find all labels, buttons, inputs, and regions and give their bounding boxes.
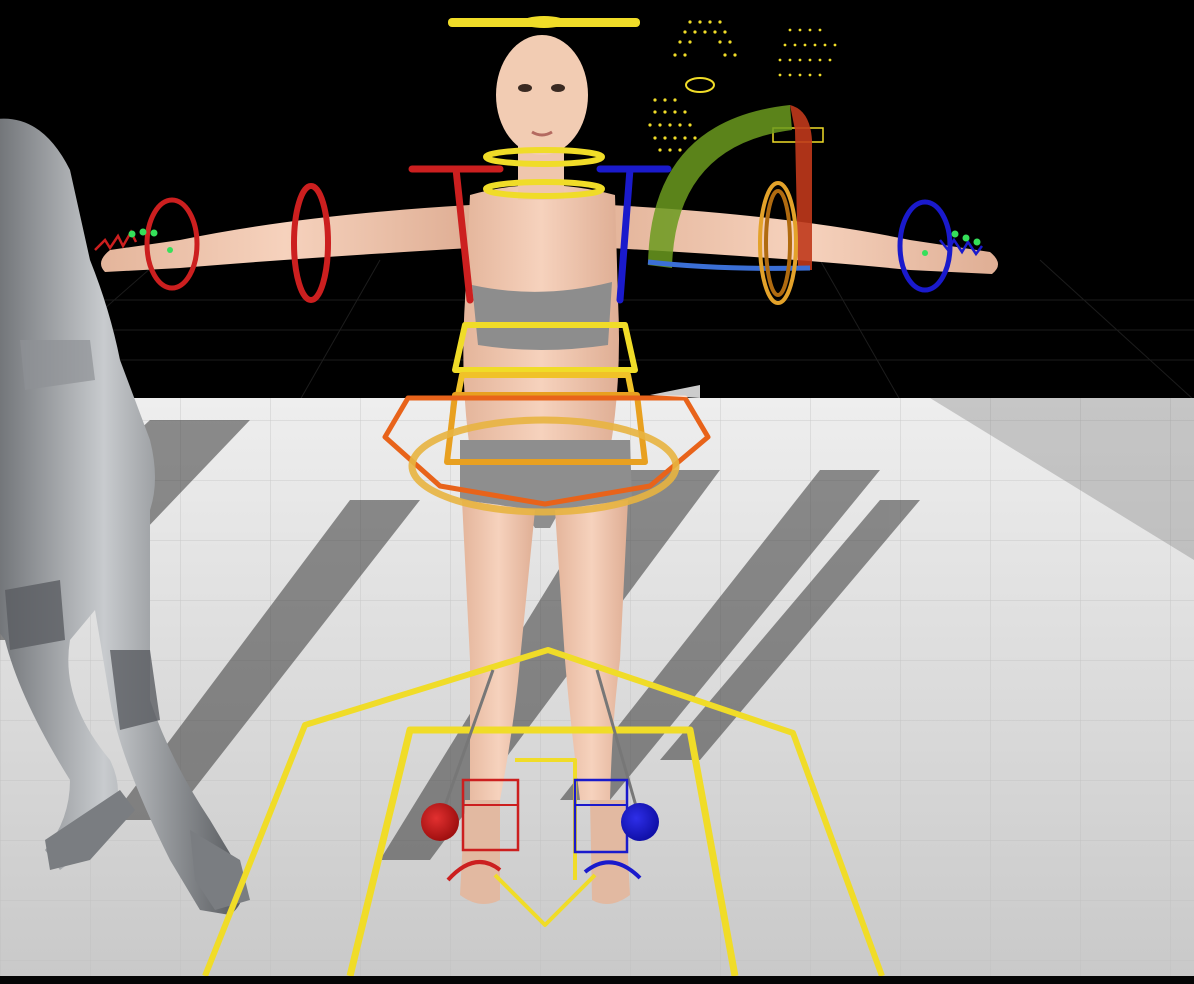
neck-control[interactable] [483, 147, 605, 199]
background-character [0, 118, 250, 915]
upperarm-left-control[interactable] [291, 183, 331, 303]
clavicle-left-control[interactable] [408, 165, 504, 304]
upperarm-right-control[interactable] [758, 181, 798, 305]
pelvis-control[interactable] [382, 395, 711, 507]
clavicle-right-control[interactable] [596, 165, 672, 304]
chest-control[interactable] [452, 322, 638, 373]
foot-ik-right-control[interactable] [573, 778, 659, 880]
ik-fk-switch-arc[interactable] [647, 105, 812, 271]
knee-pole-vectors [438, 669, 642, 821]
face-dots-left[interactable] [648, 20, 737, 152]
hips-control[interactable] [408, 416, 680, 516]
wrist-left-control[interactable] [144, 197, 200, 291]
finger-controls-right[interactable] [922, 230, 983, 257]
body-offset-control[interactable] [202, 647, 885, 976]
foot-ik-left-control[interactable] [421, 778, 520, 882]
head-control[interactable] [448, 16, 640, 28]
gizmo-flag [650, 385, 700, 398]
face-dots-right[interactable] [778, 28, 837, 77]
spine-control[interactable] [444, 372, 648, 465]
viewport-bottom-strip [0, 976, 1194, 984]
finger-controls-left[interactable] [94, 228, 173, 254]
